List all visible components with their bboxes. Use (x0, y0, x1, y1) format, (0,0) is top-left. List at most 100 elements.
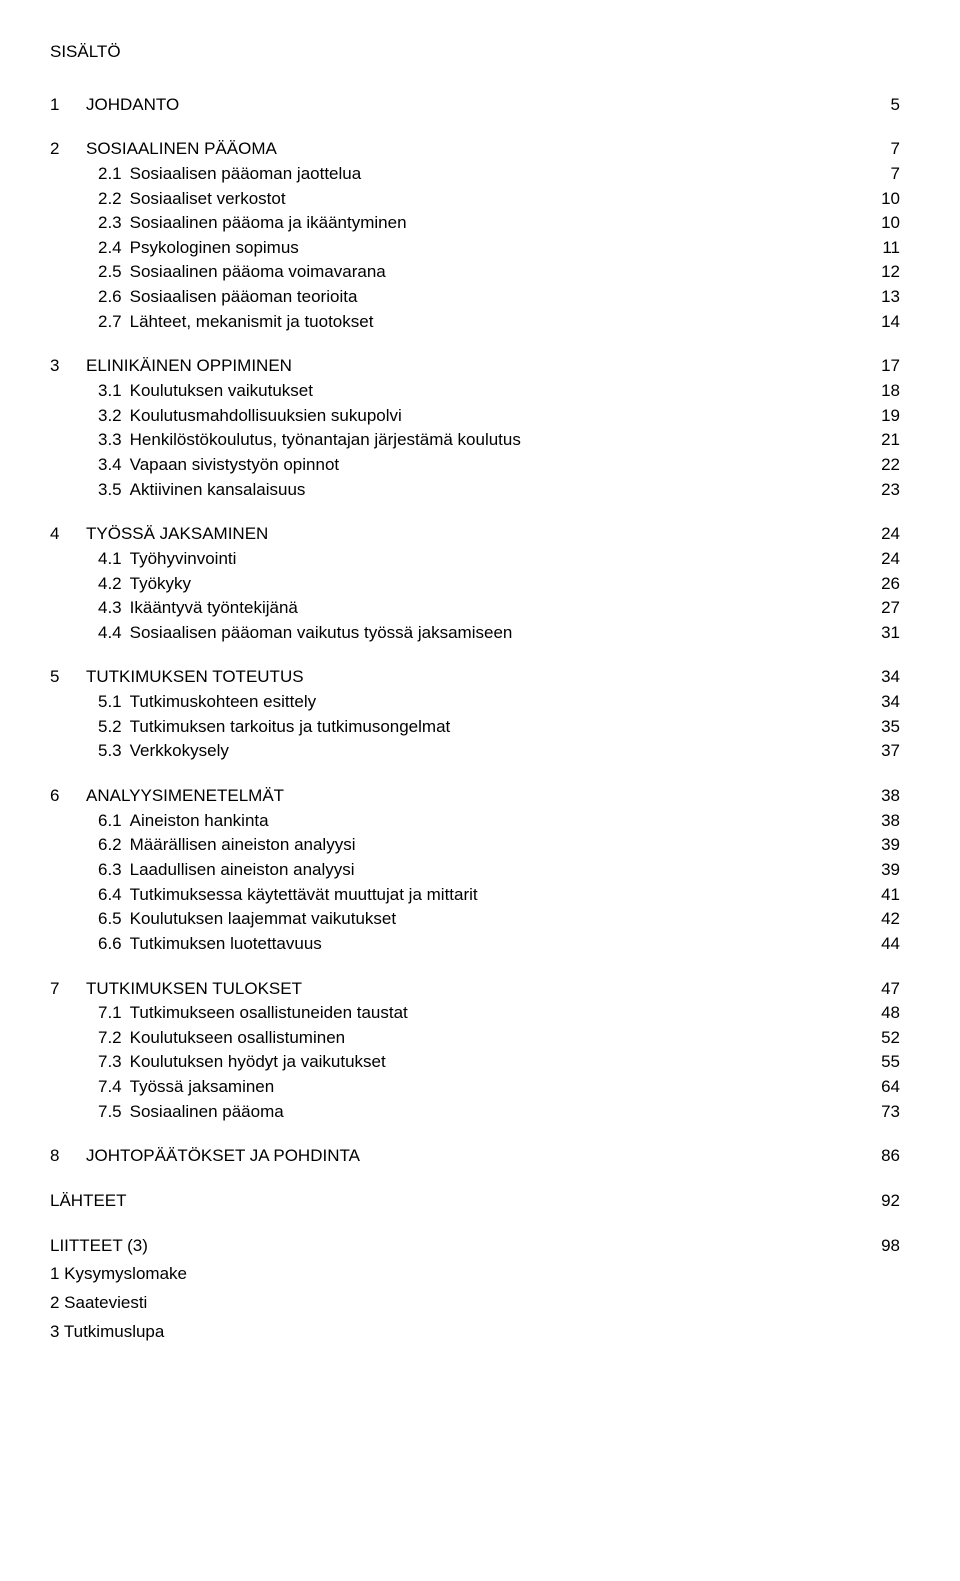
appendix-line: 2 Saateviesti (50, 1291, 900, 1316)
toc-entry-number: 7.1 (98, 1001, 130, 1026)
toc-entry-number: 3.5 (98, 478, 130, 503)
toc-section: 7TUTKIMUKSEN TULOKSET477.1Tutkimukseen o… (50, 977, 900, 1125)
toc-section: 5TUTKIMUKSEN TOTEUTUS345.1Tutkimuskohtee… (50, 665, 900, 764)
toc-entry-page: 21 (868, 428, 900, 453)
toc-entry-page: 52 (868, 1026, 900, 1051)
toc-entry-number: 3.1 (98, 379, 130, 404)
toc-entry-number: 2.5 (98, 260, 130, 285)
toc-entry-level2: 2.2Sosiaaliset verkostot10 (98, 187, 900, 212)
toc-entry-level2: 4.1Työhyvinvointi24 (98, 547, 900, 572)
toc-entry-level1: 1JOHDANTO5 (50, 93, 900, 118)
toc-entry-label: Koulutusmahdollisuuksien sukupolvi (130, 404, 402, 429)
toc-entry-level2: 6.2Määrällisen aineiston analyysi39 (98, 833, 900, 858)
toc-entry-level2: 3.2Koulutusmahdollisuuksien sukupolvi19 (98, 404, 900, 429)
toc-entry-label: TYÖSSÄ JAKSAMINEN (86, 522, 268, 547)
toc-entry-number: 2.7 (98, 310, 130, 335)
toc-entry-number: 6.3 (98, 858, 130, 883)
toc-entry-level2: 6.3Laadullisen aineiston analyysi39 (98, 858, 900, 883)
toc-entry-level2: 4.4Sosiaalisen pääoman vaikutus työssä j… (98, 621, 900, 646)
toc-entry-number: 3.3 (98, 428, 130, 453)
toc-entry-page: 34 (868, 690, 900, 715)
toc-entry-page: 24 (868, 522, 900, 547)
toc-entry-page: 39 (868, 858, 900, 883)
toc-entry-number: 4.3 (98, 596, 130, 621)
toc-entry-page: 13 (868, 285, 900, 310)
toc-entry-level2: 3.1Koulutuksen vaikutukset18 (98, 379, 900, 404)
toc-entry-level2: 6.4Tutkimuksessa käytettävät muuttujat j… (98, 883, 900, 908)
toc-entry-label: JOHDANTO (86, 93, 179, 118)
toc-entry-label: Sosiaalisen pääoman vaikutus työssä jaks… (130, 621, 513, 646)
toc-entry-label: SOSIAALINEN PÄÄOMA (86, 137, 277, 162)
toc-entry-label: TUTKIMUKSEN TOTEUTUS (86, 665, 304, 690)
toc-entry-number: 2.4 (98, 236, 130, 261)
toc-entry-label: Psykologinen sopimus (130, 236, 299, 261)
toc-entry-label: Määrällisen aineiston analyysi (130, 833, 356, 858)
toc-entry-number: 5.1 (98, 690, 130, 715)
toc-entry-number: 3 (50, 354, 86, 379)
toc-entry-page: 31 (868, 621, 900, 646)
toc-entry-page: 24 (868, 547, 900, 572)
toc-entry-label: Sosiaalinen pääoma ja ikääntyminen (130, 211, 407, 236)
toc-entry-level2: 3.3Henkilöstökoulutus, työnantajan järje… (98, 428, 900, 453)
toc-entry-level1: 3ELINIKÄINEN OPPIMINEN17 (50, 354, 900, 379)
toc-entry-number: 7.4 (98, 1075, 130, 1100)
toc-entry-level1: 4TYÖSSÄ JAKSAMINEN24 (50, 522, 900, 547)
toc-section: 2SOSIAALINEN PÄÄOMA72.1Sosiaalisen pääom… (50, 137, 900, 334)
toc-entry-page: 5 (868, 93, 900, 118)
toc-entry-page: 12 (868, 260, 900, 285)
toc-entry-page: 7 (868, 137, 900, 162)
toc-entry-level1: 2SOSIAALINEN PÄÄOMA7 (50, 137, 900, 162)
toc-entry-number: 2.2 (98, 187, 130, 212)
toc-entry-level2: 6.5Koulutuksen laajemmat vaikutukset42 (98, 907, 900, 932)
appendix-line: 3 Tutkimuslupa (50, 1320, 900, 1345)
toc-entry-level1: 7TUTKIMUKSEN TULOKSET47 (50, 977, 900, 1002)
toc-entry-page: 55 (868, 1050, 900, 1075)
toc-entry-label: Henkilöstökoulutus, työnantajan järjestä… (130, 428, 521, 453)
toc-entry-label: Koulutuksen hyödyt ja vaikutukset (130, 1050, 386, 1075)
toc-entry-label: Tutkimuksessa käytettävät muuttujat ja m… (130, 883, 478, 908)
toc-entry-page: 19 (868, 404, 900, 429)
toc-entry-number: 5 (50, 665, 86, 690)
toc-entry-number: 6.2 (98, 833, 130, 858)
toc-entry-page: 10 (868, 211, 900, 236)
toc-entry-page: 48 (868, 1001, 900, 1026)
toc-entry-level2: 5.1Tutkimuskohteen esittely 34 (98, 690, 900, 715)
toc-entry-page: 34 (868, 665, 900, 690)
toc-entry-number: 6.4 (98, 883, 130, 908)
toc-entry-level2: 7.2Koulutukseen osallistuminen52 (98, 1026, 900, 1051)
toc-entry-page: 38 (868, 809, 900, 834)
toc-entry-label: Tutkimuksen tarkoitus ja tutkimusongelma… (130, 715, 451, 740)
toc-entry-page: 35 (868, 715, 900, 740)
toc-entry-level2: 4.2Työkyky26 (98, 572, 900, 597)
toc-entry-level2: 2.1Sosiaalisen pääoman jaottelua7 (98, 162, 900, 187)
toc-entry-level1: 8JOHTOPÄÄTÖKSET JA POHDINTA86 (50, 1144, 900, 1169)
toc-entry-label: Tutkimuskohteen esittely (130, 690, 316, 715)
toc-entry-page: 86 (868, 1144, 900, 1169)
toc-entry-level2: 2.3Sosiaalinen pääoma ja ikääntyminen10 (98, 211, 900, 236)
toc-entry-level2: 3.5Aktiivinen kansalaisuus23 (98, 478, 900, 503)
toc-entry-page: 18 (868, 379, 900, 404)
toc-entry-page: 42 (868, 907, 900, 932)
toc-entry-level2: 7.3Koulutuksen hyödyt ja vaikutukset 55 (98, 1050, 900, 1075)
toc-section: 4TYÖSSÄ JAKSAMINEN244.1Työhyvinvointi244… (50, 522, 900, 645)
toc-entry-page: 11 (868, 236, 900, 261)
toc-entry-label: Sosiaalinen pääoma voimavarana (130, 260, 386, 285)
toc-entry-number: 7.3 (98, 1050, 130, 1075)
toc-section: 6ANALYYSIMENETELMÄT386.1Aineiston hankin… (50, 784, 900, 956)
toc-entry-label: TUTKIMUKSEN TULOKSET (86, 977, 302, 1002)
toc-entry-trailing: LÄHTEET92 (50, 1189, 900, 1214)
toc-entry-page: 92 (868, 1189, 900, 1214)
toc-entry-label: Vapaan sivistystyön opinnot (130, 453, 339, 478)
toc-entry-page: 22 (868, 453, 900, 478)
toc-entry-page: 73 (868, 1100, 900, 1125)
toc-section: 1JOHDANTO5 (50, 93, 900, 118)
toc-entry-page: 47 (868, 977, 900, 1002)
toc-entry-number: 4.2 (98, 572, 130, 597)
toc-entry-label: Koulutukseen osallistuminen (130, 1026, 345, 1051)
toc-entry-label: LIITTEET (3) (50, 1234, 148, 1259)
toc-entry-page: 98 (868, 1234, 900, 1259)
appendix-line: 1 Kysymyslomake (50, 1262, 900, 1287)
toc-entry-number: 6.1 (98, 809, 130, 834)
toc-entry-label: Lähteet, mekanismit ja tuotokset (130, 310, 374, 335)
toc-entry-number: 2.1 (98, 162, 130, 187)
